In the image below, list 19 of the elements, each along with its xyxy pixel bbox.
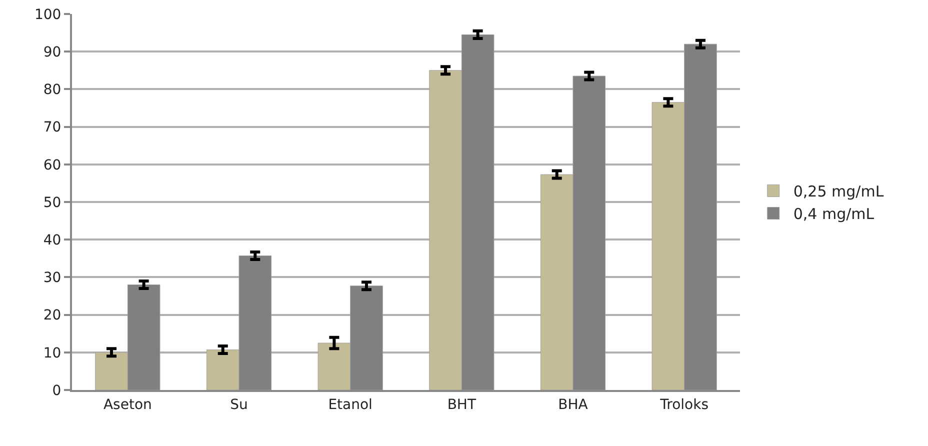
y-tick-label: 20	[43, 308, 62, 324]
x-tick-label: BHT	[447, 396, 476, 413]
x-tick-label: Troloks	[659, 396, 709, 413]
y-tick-label: 80	[43, 82, 62, 98]
y-tick-label: 30	[43, 270, 62, 286]
y-tick-label: 90	[43, 44, 62, 60]
x-tick-label: Etanol	[328, 396, 372, 413]
y-tick-label: 40	[43, 232, 62, 248]
y-tick-label: 100	[34, 6, 62, 23]
x-tick-label: Su	[230, 396, 248, 413]
y-tick-label: 10	[43, 345, 62, 362]
x-tick-label: Aseton	[103, 396, 152, 413]
x-tick-label: BHA	[558, 396, 588, 413]
y-tick-label: 50	[43, 194, 62, 211]
y-tick-label: 60	[43, 157, 62, 174]
legend-label: 0,25 mg/mL	[793, 182, 884, 201]
y-tick-label: 0	[52, 382, 62, 399]
legend-label: 0,4 mg/mL	[793, 205, 875, 224]
y-tick-label: 70	[43, 120, 62, 136]
